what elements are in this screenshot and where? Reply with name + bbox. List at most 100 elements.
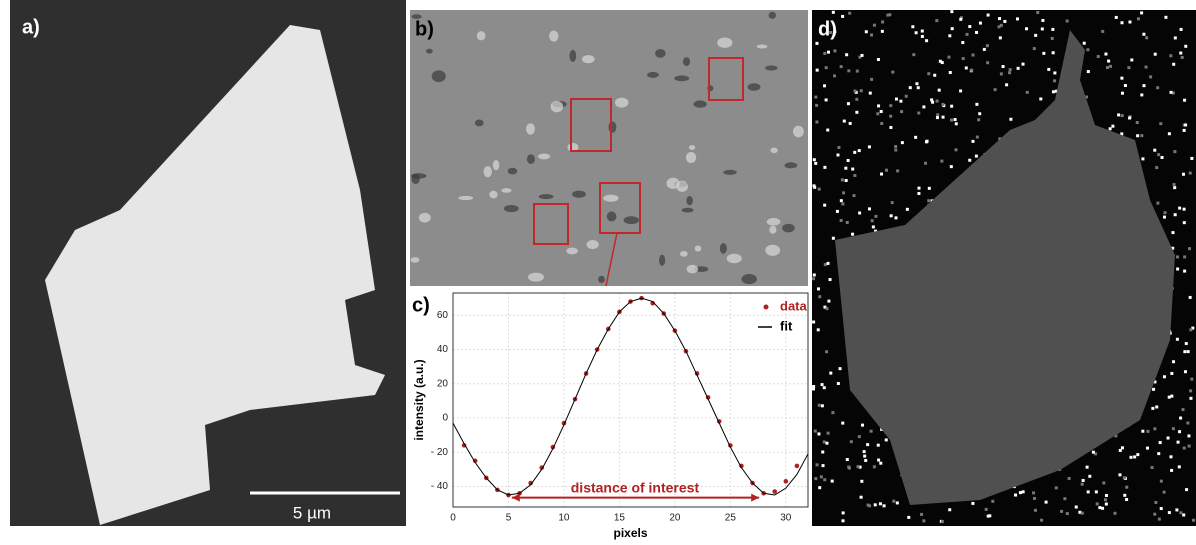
speckle: [905, 95, 908, 98]
speckle: [1154, 501, 1157, 504]
blob: [748, 83, 761, 90]
speckle: [841, 178, 844, 181]
speckle: [987, 515, 990, 518]
speckle: [1032, 491, 1035, 494]
speckle: [1095, 490, 1098, 493]
speckle: [940, 160, 943, 163]
speckle: [1189, 328, 1192, 331]
blob: [659, 255, 665, 266]
blob: [572, 191, 586, 198]
speckle: [939, 60, 942, 63]
speckle: [948, 508, 951, 511]
speckle: [1161, 156, 1164, 159]
speckle: [1097, 55, 1100, 58]
speckle: [827, 432, 830, 435]
blob: [411, 257, 420, 263]
speckle: [918, 187, 921, 190]
blob: [598, 276, 605, 283]
speckle: [815, 42, 818, 45]
y-tick-label: 40: [437, 344, 449, 355]
speckle: [978, 112, 981, 115]
speckle: [1178, 430, 1181, 433]
speckle: [1180, 28, 1183, 31]
speckle: [1041, 19, 1044, 22]
speckle: [827, 51, 830, 54]
speckle: [1184, 370, 1187, 373]
speckle: [1042, 52, 1045, 55]
y-tick-label: - 20: [431, 447, 449, 458]
speckle: [836, 210, 839, 213]
speckle: [812, 321, 815, 324]
speckle: [928, 187, 931, 190]
x-tick-label: 30: [780, 513, 792, 524]
speckle: [907, 516, 910, 519]
speckle: [832, 11, 835, 14]
speckle: [888, 13, 891, 16]
speckle: [880, 110, 883, 113]
panel-c: [410, 286, 808, 540]
speckle: [818, 486, 821, 489]
speckle: [1052, 90, 1055, 93]
speckle: [1105, 503, 1108, 506]
speckle: [1141, 430, 1144, 433]
speckle: [848, 12, 851, 15]
speckle: [858, 211, 861, 214]
speckle: [914, 136, 917, 139]
speckle: [936, 116, 939, 119]
speckle: [1156, 202, 1159, 205]
speckle: [998, 17, 1001, 20]
blob: [727, 254, 742, 263]
speckle: [855, 98, 858, 101]
speckle: [1174, 36, 1177, 39]
blob: [723, 170, 737, 175]
speckle: [846, 458, 849, 461]
speckle: [917, 192, 920, 195]
speckle: [1123, 476, 1126, 479]
blob: [569, 50, 576, 62]
speckle: [1121, 92, 1124, 95]
speckle: [921, 35, 924, 38]
blob: [484, 166, 492, 177]
x-tick-label: 15: [614, 513, 626, 524]
speckle: [1125, 498, 1128, 501]
speckle: [1173, 150, 1176, 153]
speckle: [1121, 114, 1124, 117]
speckle: [871, 219, 874, 222]
speckle: [829, 278, 832, 281]
speckle: [873, 465, 876, 468]
speckle: [979, 22, 982, 25]
speckle: [936, 100, 939, 103]
speckle: [891, 201, 894, 204]
speckle: [817, 328, 820, 331]
panel-label: c): [412, 294, 430, 316]
speckle: [1158, 518, 1161, 521]
page: 5 µm a) b) d) c) - 40- 20020406005101520…: [0, 0, 1196, 545]
speckle: [1109, 65, 1112, 68]
blob: [687, 265, 698, 274]
speckle: [1159, 122, 1162, 125]
speckle: [961, 41, 964, 44]
speckle: [933, 74, 936, 77]
speckle: [1173, 186, 1176, 189]
speckle: [1183, 208, 1186, 211]
speckle: [881, 20, 884, 23]
y-tick-label: 0: [442, 413, 448, 424]
speckle: [821, 451, 824, 454]
blob: [432, 70, 446, 82]
speckle: [814, 430, 817, 433]
speckle: [825, 66, 828, 69]
speckle: [839, 367, 842, 370]
blob: [765, 66, 777, 71]
speckle: [1159, 441, 1162, 444]
speckle: [925, 39, 928, 42]
speckle: [915, 31, 918, 34]
speckle: [823, 478, 826, 481]
speckle: [955, 122, 958, 125]
blob: [528, 273, 544, 282]
speckle: [1145, 36, 1148, 39]
speckle: [825, 442, 828, 445]
speckle: [841, 202, 844, 205]
speckle: [899, 100, 902, 103]
speckle: [849, 122, 852, 125]
blob: [608, 121, 616, 132]
